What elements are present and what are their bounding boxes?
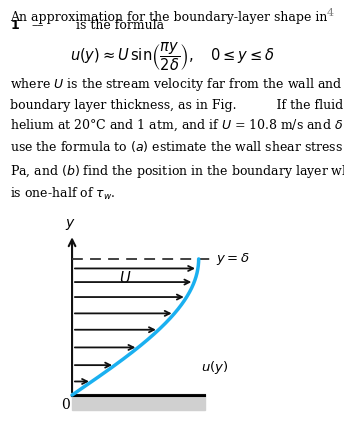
Text: ––: ––	[31, 19, 43, 32]
Text: 0: 0	[61, 398, 70, 412]
Text: is the formula: is the formula	[76, 19, 164, 32]
Text: $\mathbf{1}$: $\mathbf{1}$	[10, 19, 20, 32]
Text: $U$: $U$	[119, 270, 131, 286]
Text: where $U$ is the stream velocity far from the wall and $\delta$ is the
boundary : where $U$ is the stream velocity far fro…	[10, 76, 344, 203]
Text: $u(y)$: $u(y)$	[201, 360, 229, 377]
Text: An approximation for the boundary-layer shape in: An approximation for the boundary-layer …	[10, 11, 328, 24]
Text: 4: 4	[326, 8, 334, 19]
Bar	[72, 396, 205, 410]
Text: $u(y) \approx U\,\sin\!\left(\dfrac{\pi y}{2\delta}\right), \quad 0 \leq y \leq : $u(y) \approx U\,\sin\!\left(\dfrac{\pi …	[70, 40, 274, 73]
Text: $y = \delta$: $y = \delta$	[216, 251, 250, 267]
Text: $y$: $y$	[65, 217, 76, 232]
